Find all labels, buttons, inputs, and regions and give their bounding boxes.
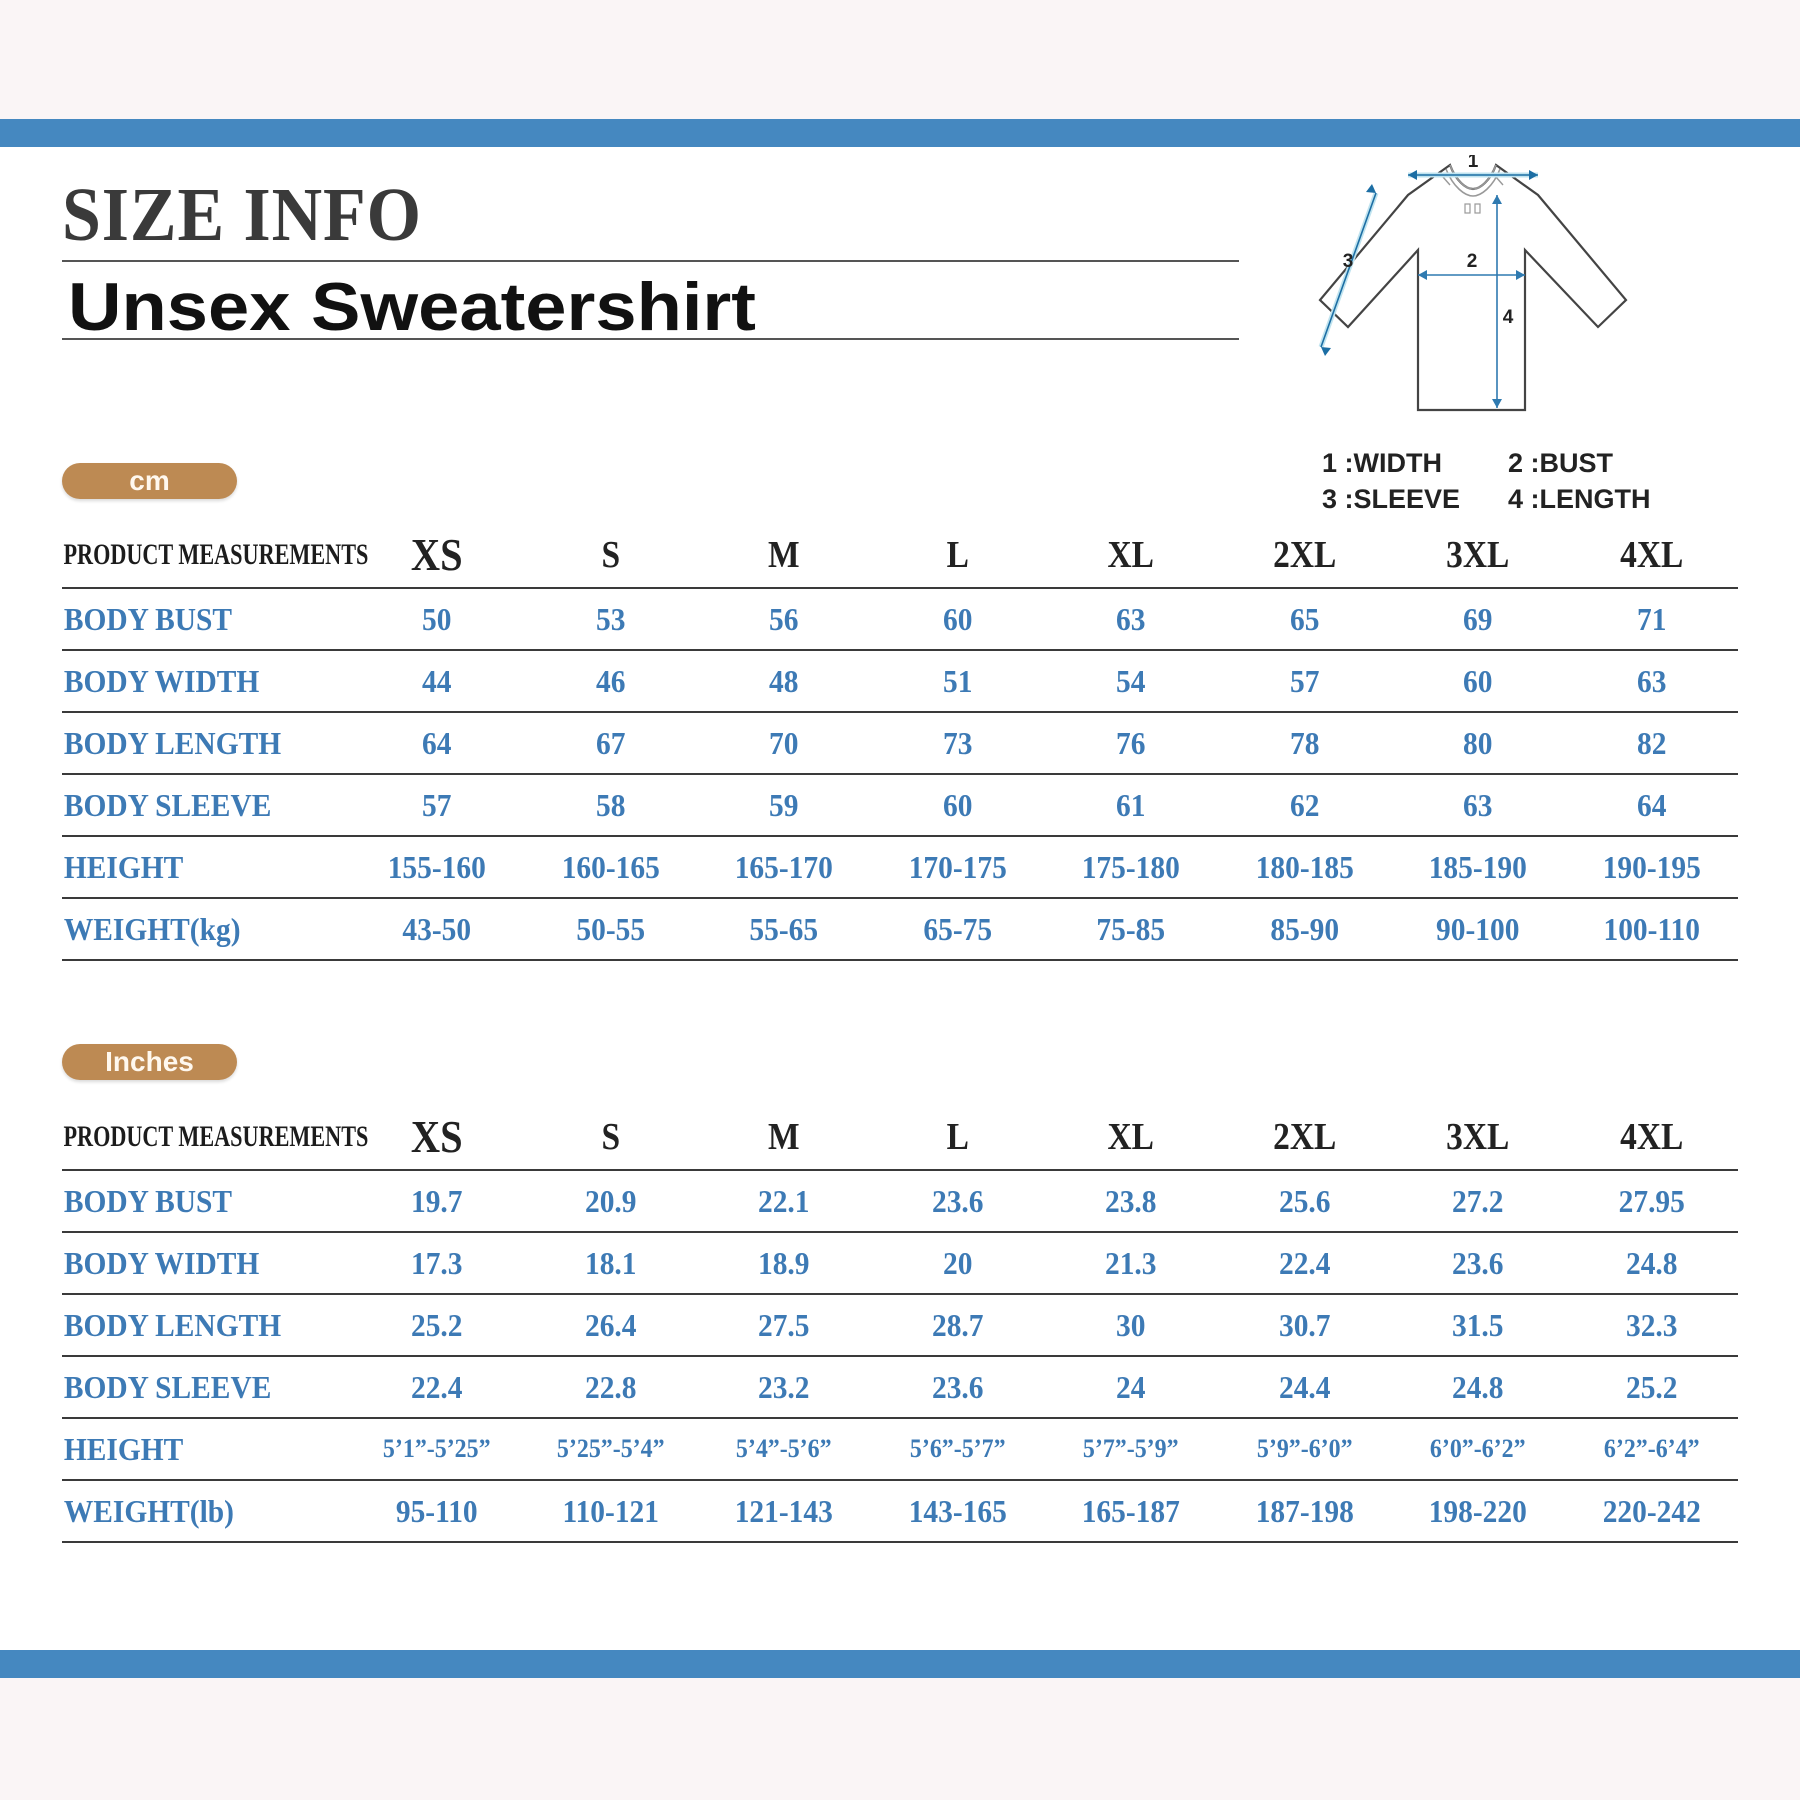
svg-text:1: 1 xyxy=(1468,155,1479,172)
svg-text:4: 4 xyxy=(1503,307,1514,328)
svg-text:3: 3 xyxy=(1343,251,1354,272)
svg-text:2: 2 xyxy=(1467,251,1478,272)
